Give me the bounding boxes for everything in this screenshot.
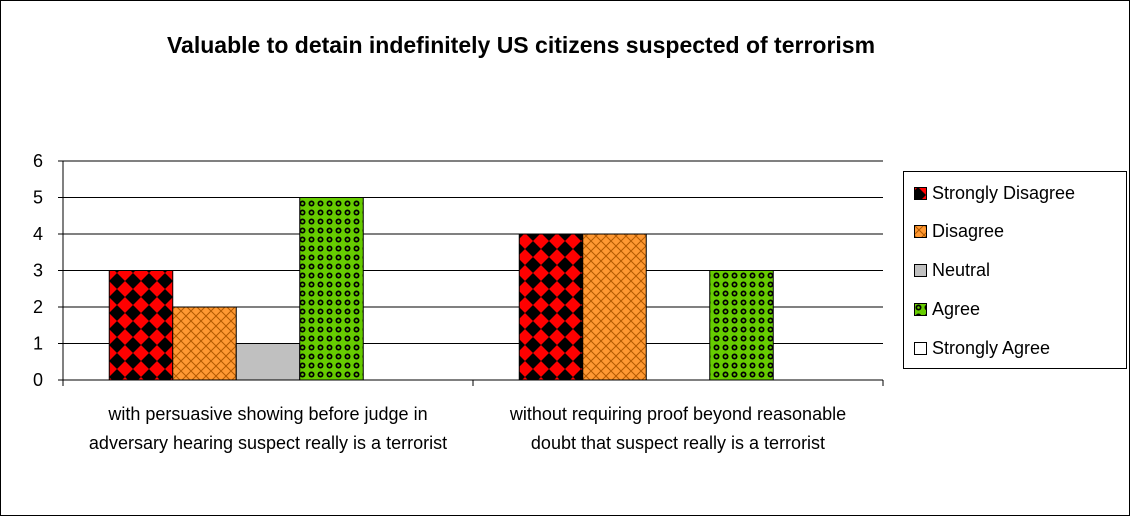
bar-agree <box>709 270 774 381</box>
bar-agree <box>299 197 364 381</box>
category-label-1: with persuasive showing before judge in … <box>88 404 448 453</box>
legend-label-agree: Agree <box>932 298 981 319</box>
y-tick-label: 6 <box>33 151 43 171</box>
chart-title: Valuable to detain indefinitely US citiz… <box>166 32 876 58</box>
y-tick-label: 5 <box>33 188 43 208</box>
category-label-2: without requiring proof beyond reasonabl… <box>509 404 847 453</box>
legend-label-neutral: Neutral <box>932 259 991 280</box>
legend-item-disagree: Disagree <box>914 220 1004 242</box>
legend-swatch-agree <box>914 302 927 316</box>
y-tick-label: 2 <box>33 297 43 317</box>
bar-neutral <box>235 343 301 381</box>
legend-label-strongly-disagree: Strongly Disagree <box>932 182 1076 203</box>
legend-label-disagree: Disagree <box>932 220 1005 241</box>
legend-swatch-strongly-agree <box>914 341 927 355</box>
y-tick-label: 3 <box>33 261 43 281</box>
legend-item-agree: Agree <box>914 298 980 320</box>
legend-item-strongly-agree: Strongly Agree <box>914 337 1050 359</box>
legend-label-strongly-agree: Strongly Agree <box>932 337 1051 358</box>
legend-item-neutral: Neutral <box>914 259 990 281</box>
y-tick-label: 1 <box>33 334 43 354</box>
legend-item-strongly-disagree: Strongly Disagree <box>914 182 1075 204</box>
y-tick-label: 0 <box>33 370 43 390</box>
bar-strongly-disagree <box>108 270 174 381</box>
legend-swatch-neutral <box>914 263 927 277</box>
bar-strongly-disagree <box>518 233 584 381</box>
legend-swatch-disagree <box>914 224 927 238</box>
bar-disagree <box>172 306 237 381</box>
bar-disagree <box>582 233 647 381</box>
legend-swatch-strongly-disagree <box>914 186 927 200</box>
y-tick-label: 4 <box>33 224 43 244</box>
chart-legend: Strongly Disagree Disagree Neutral Agree… <box>903 171 1127 369</box>
